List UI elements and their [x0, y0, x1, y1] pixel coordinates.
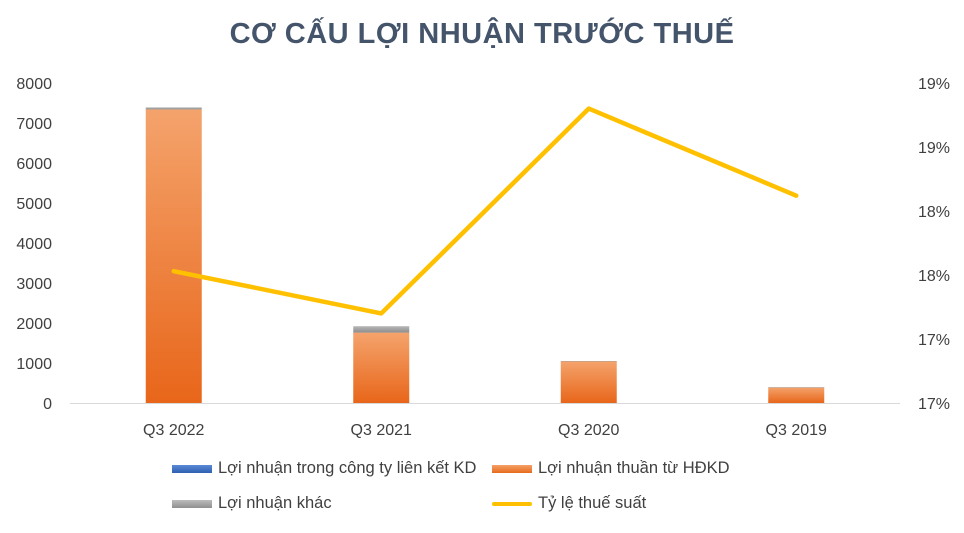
- chart-title: CƠ CẤU LỢI NHUẬN TRƯỚC THUẾ: [229, 18, 735, 50]
- bar-lợi-nhuận-thuần-từ-hđkd: [560, 361, 617, 403]
- bar-lợi-nhuận-khác: [768, 387, 825, 388]
- bar-lợi-nhuận-khác: [353, 326, 410, 333]
- y-left-tick-label: 0: [43, 396, 52, 413]
- y-right-tick-label: 19%: [918, 140, 950, 157]
- y-left-tick-label: 2000: [16, 316, 52, 333]
- y-left-tick-label: 5000: [16, 196, 52, 213]
- bar-lợi-nhuận-thuần-từ-hđkd: [353, 332, 410, 403]
- y-right-tick-label: 18%: [918, 204, 950, 221]
- bar-lợi-nhuận-thuần-từ-hđkd: [768, 387, 825, 403]
- bar-lợi-nhuận-khác: [560, 361, 617, 362]
- y-left-tick-label: 4000: [16, 236, 52, 253]
- line-tax-rate: [171, 106, 799, 316]
- y-left-tick-label: 7000: [16, 116, 52, 133]
- bar-lợi-nhuận-thuần-từ-hđkd: [145, 109, 202, 404]
- y-right-tick-label: 17%: [918, 396, 950, 413]
- y-right-tick-label: 18%: [918, 268, 950, 285]
- y-left-tick-label: 1000: [16, 356, 52, 373]
- x-tick-label: Q3 2019: [766, 422, 827, 439]
- x-tick-label: Q3 2022: [143, 422, 204, 439]
- x-tick-label: Q3 2021: [351, 422, 412, 439]
- y-left-tick-label: 6000: [16, 156, 52, 173]
- y-right-tick-label: 19%: [918, 76, 950, 93]
- x-tick-label: Q3 2020: [558, 422, 619, 439]
- y-right-tick-label: 17%: [918, 332, 950, 349]
- y-left-tick-label: 8000: [16, 76, 52, 93]
- y-left-tick-label: 3000: [16, 276, 52, 293]
- bar-lợi-nhuận-khác: [145, 107, 202, 110]
